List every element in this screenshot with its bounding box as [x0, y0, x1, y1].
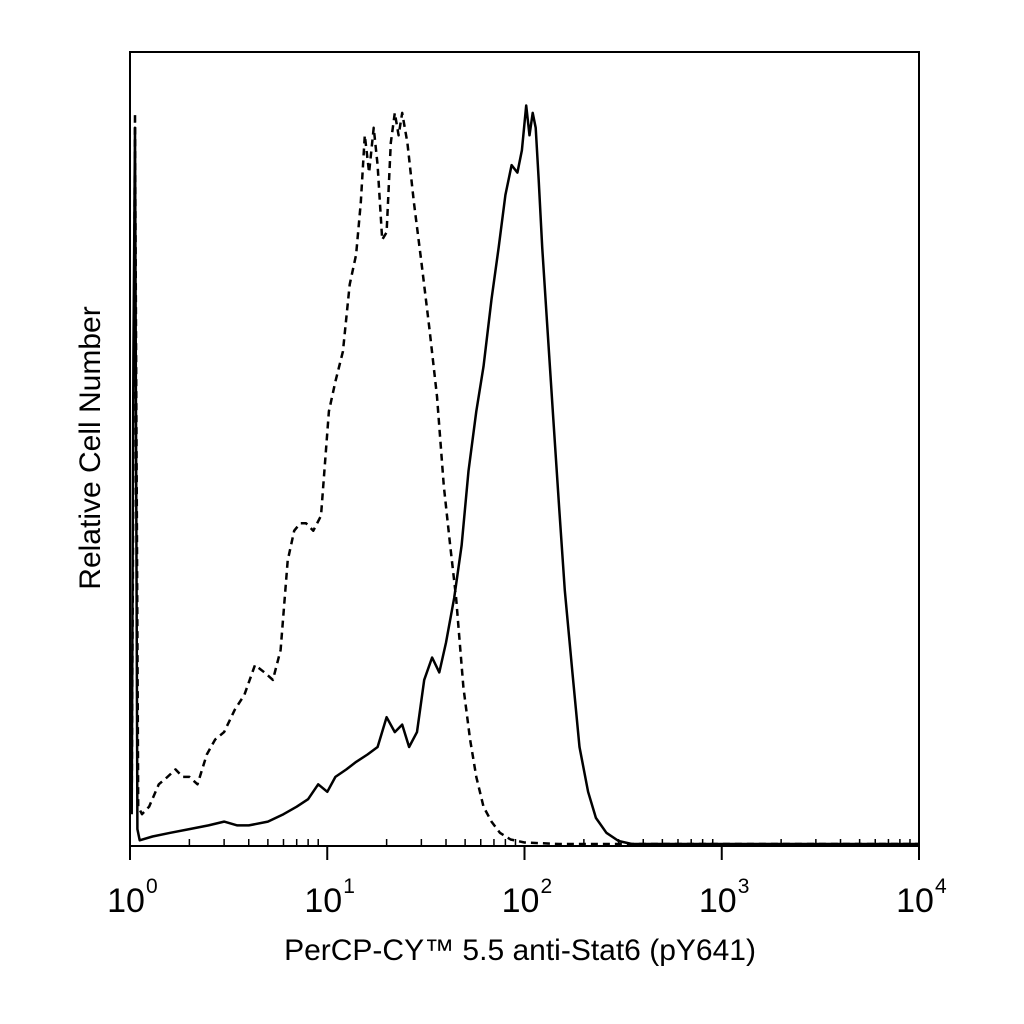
series-line-dashed [130, 111, 918, 846]
x-axis-tick-labels: 10 0 10 1 10 2 10 3 10 4 [107, 875, 947, 920]
x-tick-label-exponent: 4 [935, 875, 947, 898]
series-line-solid [130, 104, 918, 846]
x-tick-label: 10 [699, 882, 737, 920]
x-tick-label-exponent: 0 [146, 875, 158, 898]
plot-frame [129, 51, 920, 847]
x-tick-label-exponent: 3 [738, 875, 750, 898]
x-tick-label: 10 [896, 882, 934, 920]
x-tick-label: 10 [304, 882, 342, 920]
x-tick-label: 10 [107, 882, 145, 920]
series-layer [130, 104, 918, 846]
x-axis-label: PerCP-CY™ 5.5 anti-Stat6 (pY641) [284, 934, 756, 967]
y-axis-label: Relative Cell Number [74, 306, 107, 589]
x-tick-label-exponent: 2 [541, 875, 553, 898]
x-tick-label-exponent: 1 [343, 875, 355, 898]
x-axis-major-ticks [129, 846, 920, 860]
x-tick-label: 10 [502, 882, 540, 920]
